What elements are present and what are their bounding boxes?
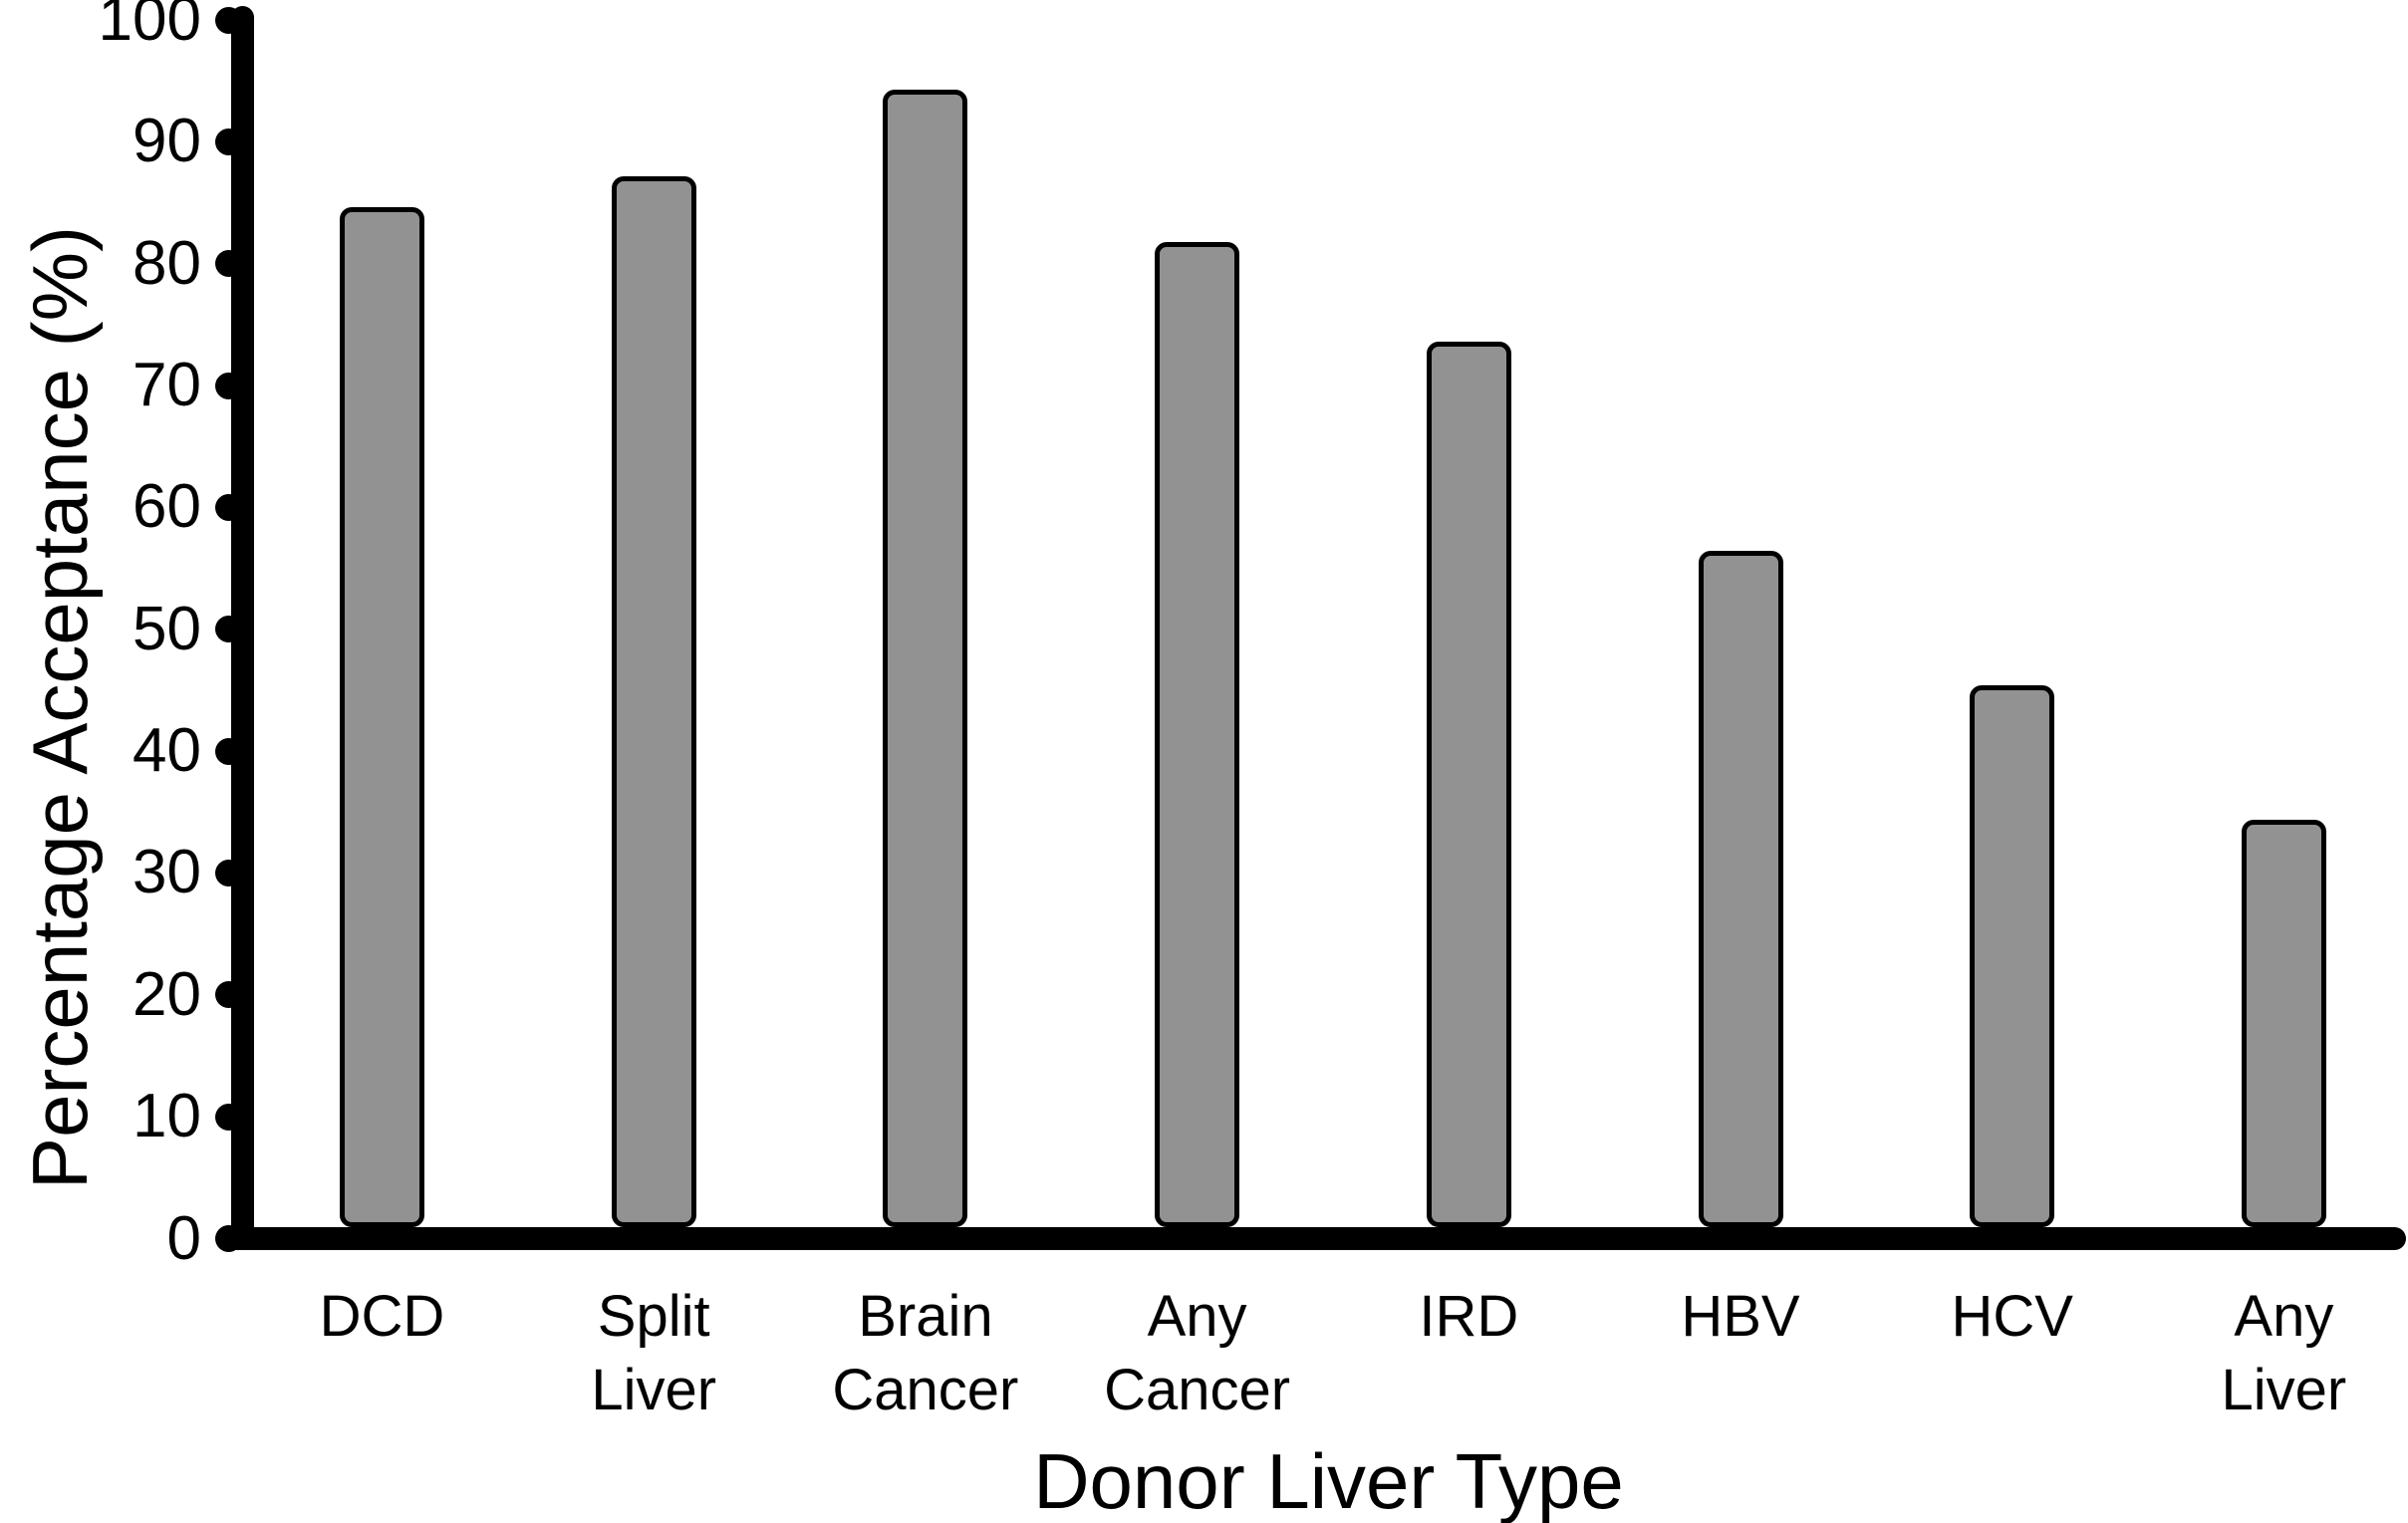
y-tick-label: 50	[133, 594, 201, 663]
bar-any-liver	[2241, 819, 2326, 1227]
y-tick-label: 30	[133, 838, 201, 907]
y-tick-label: 90	[133, 107, 201, 176]
bar-any-cancer	[1155, 241, 1240, 1227]
bar-brain-cancer	[883, 89, 968, 1227]
x-axis-title: Donor Liver Type	[1033, 1437, 1624, 1523]
x-category-label: DCD	[319, 1284, 445, 1349]
x-category-label: Split Liver	[591, 1284, 717, 1422]
x-category-label: Any Cancer	[1104, 1284, 1291, 1422]
x-axis-baseline	[218, 1227, 2406, 1250]
x-category-label: Any Liver	[2221, 1284, 2347, 1422]
y-tick-label: 70	[133, 351, 201, 420]
bar-split-liver	[611, 175, 696, 1227]
bar-hcv	[1970, 685, 2055, 1227]
x-category-label: IRD	[1419, 1284, 1519, 1349]
x-category-label: HCV	[1951, 1284, 2073, 1349]
y-axis-spine	[231, 6, 254, 1250]
y-tick-label: 100	[98, 0, 201, 54]
y-tick-label: 60	[133, 472, 201, 542]
bar-hbv	[1698, 551, 1783, 1227]
y-tick-label: 10	[133, 1082, 201, 1151]
bar-ird	[1426, 342, 1511, 1227]
x-category-label: Brain Cancer	[832, 1284, 1019, 1422]
bar-dcd	[340, 207, 424, 1227]
y-tick-label: 80	[133, 228, 201, 298]
y-tick-label: 20	[133, 959, 201, 1029]
y-axis-title-box: Percentage Acceptance (%)	[12, 0, 108, 1414]
y-tick-label: 0	[166, 1203, 201, 1273]
y-tick-label: 40	[133, 716, 201, 786]
x-category-label: HBV	[1681, 1284, 1800, 1349]
